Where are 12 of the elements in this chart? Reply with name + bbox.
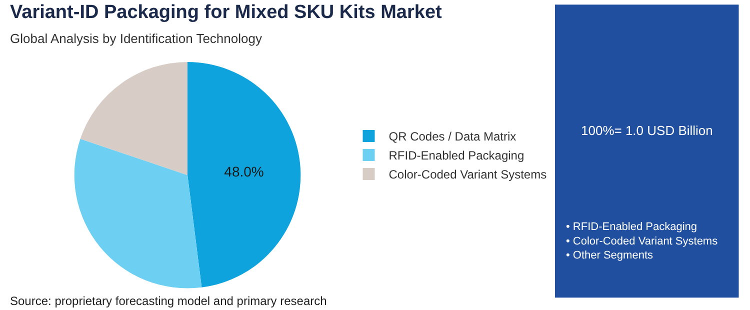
chart-subtitle: Global Analysis by Identification Technology [10, 31, 262, 46]
text: • RFID-Enabled Packaging • Color-Coded Variant Systems • Other Segments [566, 221, 718, 262]
legend-label: Color-Coded Variant Systems [388, 168, 547, 182]
pie-slice [74, 138, 202, 288]
chart-title: Variant-ID Packaging for Mixed SKU Kits Market [10, 2, 443, 23]
legend-label: RFID-Enabled Packaging [388, 148, 524, 163]
text: 100%= 1.0 USD Billion [581, 123, 713, 138]
pie-slice [188, 62, 300, 288]
legend-label: QR Codes / Data Matrix [388, 130, 516, 144]
data-label: 48.0% [224, 164, 264, 180]
source-note: Source: proprietary forecasting model and primary research [10, 294, 327, 308]
pie-slice [80, 62, 188, 176]
